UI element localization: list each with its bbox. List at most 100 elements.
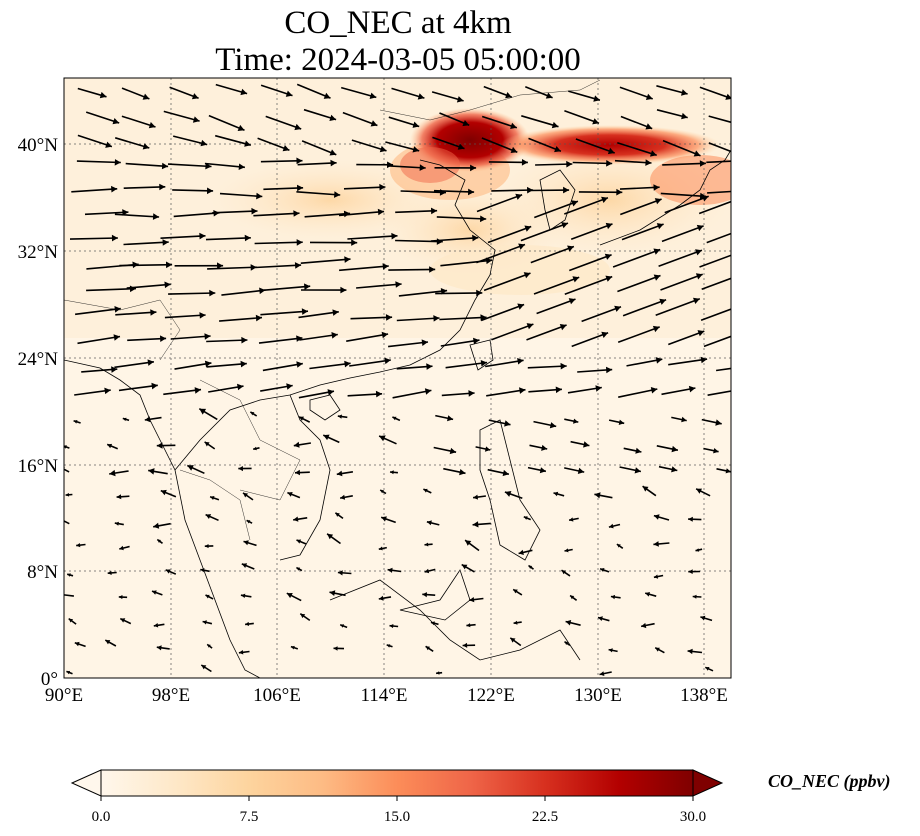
wind-arrow — [486, 388, 526, 397]
wind-arrow-head — [296, 157, 303, 165]
wind-arrow-head — [107, 570, 112, 575]
wind-arrow-head — [107, 443, 113, 449]
wind-arrow-head — [301, 308, 308, 315]
wind-arrow — [206, 339, 248, 343]
wind-arrow-head — [351, 239, 358, 246]
wind-arrow-head — [449, 447, 457, 455]
wind-arrow-head — [715, 419, 722, 426]
wind-arrow-head — [433, 315, 440, 322]
wind-arrow-head — [429, 266, 436, 273]
wind-arrow-head — [296, 567, 301, 571]
wind-arrow — [655, 298, 701, 316]
wind-arrow-head — [142, 93, 150, 100]
wind-arrow-head — [65, 492, 70, 497]
wind-arrow — [581, 305, 622, 323]
wind-arrow-head — [737, 387, 744, 394]
wind-arrow-head — [251, 207, 258, 215]
wind-arrow — [208, 114, 245, 132]
wind-arrow-head — [695, 273, 703, 280]
wind-arrow-head — [593, 95, 600, 102]
wind-arrow-head — [700, 356, 708, 364]
wind-arrow-head — [165, 569, 171, 574]
wind-arrow-head — [541, 444, 548, 451]
wind-arrow-head — [566, 160, 573, 168]
wind-arrow-head — [598, 616, 603, 621]
wind-arrow-head — [246, 520, 251, 524]
wind-arrow — [340, 86, 377, 99]
wind-arrow — [174, 362, 212, 370]
wind-arrow-head — [693, 297, 700, 304]
lon-tick-label: 114°E — [361, 685, 408, 706]
wind-arrow-head — [156, 442, 163, 449]
wind-arrow-head — [202, 620, 207, 625]
wind-arrow — [487, 225, 532, 244]
wind-arrow-head — [148, 468, 155, 475]
wind-arrow-head — [436, 671, 440, 675]
lat-tick-label: 24°N — [18, 349, 59, 370]
wind-arrow-head — [253, 446, 257, 451]
wind-arrow-head — [515, 193, 523, 200]
wind-arrow — [658, 249, 703, 268]
wind-arrow-head — [510, 146, 518, 153]
wind-arrow-head — [244, 140, 251, 147]
wind-arrow-head — [187, 465, 194, 471]
wind-arrow-head — [424, 542, 429, 547]
wind-arrow-head — [285, 90, 293, 97]
wind-arrow-head — [327, 533, 334, 540]
wind-arrow-head — [563, 186, 570, 194]
wind-arrow-head — [739, 122, 746, 128]
wind-arrow-head — [380, 490, 384, 494]
wind-arrow — [299, 333, 338, 341]
wind-arrow-head — [296, 239, 303, 246]
wind-arrow-head — [561, 570, 567, 575]
wind-arrow-head — [526, 323, 534, 330]
wind-arrow-head — [528, 565, 533, 569]
wind-arrow-head — [739, 152, 746, 158]
wind-arrow-head — [340, 624, 345, 628]
wind-arrow — [351, 139, 387, 152]
wind-arrow-head — [194, 387, 201, 394]
wind-arrow — [115, 311, 157, 316]
wind-arrow-head — [286, 383, 293, 390]
wind-arrow-head — [480, 314, 487, 321]
wind-arrow-head — [205, 594, 210, 599]
wind-arrow — [119, 263, 173, 267]
wind-arrow — [612, 248, 661, 268]
wind-arrow — [258, 337, 303, 344]
wind-arrow — [168, 292, 216, 295]
wind-arrow — [298, 311, 339, 319]
colorbar-tick-label: 15.0 — [384, 809, 410, 825]
wind-arrow — [480, 303, 525, 322]
wind-arrow-head — [567, 245, 574, 252]
wind-arrow-head — [286, 593, 293, 599]
wind-arrow-head — [156, 645, 162, 651]
wind-arrow-head — [209, 289, 216, 297]
wind-arrow-head — [671, 445, 678, 453]
wind-arrow-head — [468, 188, 475, 196]
wind-arrow-head — [468, 390, 475, 397]
wind-arrow — [167, 163, 212, 168]
wind-arrow-head — [641, 622, 647, 629]
lat-tick-label: 0° — [41, 669, 58, 690]
wind-arrow-head — [610, 594, 616, 600]
wind-arrow-head — [329, 590, 336, 596]
wind-arrow-head — [384, 357, 391, 365]
wind-arrow-head — [713, 448, 719, 454]
wind-arrow-head — [204, 544, 209, 549]
wind-arrow-head — [327, 389, 334, 396]
wind-arrow-head — [423, 488, 428, 493]
wind-arrow — [207, 266, 257, 270]
wind-arrow-head — [553, 491, 559, 497]
wind-arrow — [575, 138, 615, 154]
wind-arrow-head — [605, 275, 613, 282]
wind-arrow — [564, 275, 613, 296]
wind-arrow-head — [681, 112, 688, 120]
axis-labels: 0° 8°N 16°N 24°N 32°N 40°N 90°E 98°E 106… — [18, 135, 728, 706]
wind-arrow — [125, 162, 169, 168]
wind-arrow — [76, 160, 121, 164]
wind-arrow-head — [201, 665, 207, 670]
wind-arrow-head — [725, 468, 731, 474]
wind-arrow — [430, 236, 479, 242]
wind-arrow — [163, 110, 200, 122]
wind-arrow-head — [472, 234, 479, 242]
